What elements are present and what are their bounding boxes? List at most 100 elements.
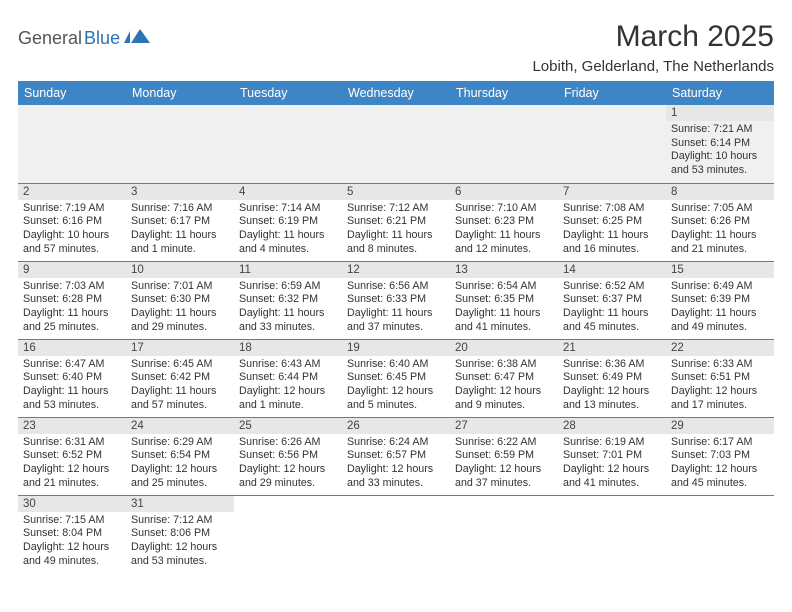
calendar-day-cell: 19Sunrise: 6:40 AMSunset: 6:45 PMDayligh… [342, 339, 450, 417]
day-number: 25 [234, 418, 342, 434]
day-number: 28 [558, 418, 666, 434]
logo-text-blue: Blue [84, 28, 120, 49]
calendar-day-cell: .. [450, 105, 558, 183]
day-details: Sunrise: 6:56 AMSunset: 6:33 PMDaylight:… [342, 278, 450, 339]
sunrise-text: Sunrise: 7:19 AM [23, 202, 121, 216]
sunset-text: Sunset: 6:37 PM [563, 293, 661, 307]
sunrise-text: Sunrise: 6:49 AM [671, 280, 769, 294]
calendar-week-row: ............1Sunrise: 7:21 AMSunset: 6:1… [18, 105, 774, 183]
calendar-day-cell: 15Sunrise: 6:49 AMSunset: 6:39 PMDayligh… [666, 261, 774, 339]
day-details: Sunrise: 6:47 AMSunset: 6:40 PMDaylight:… [18, 356, 126, 417]
sunrise-text: Sunrise: 6:22 AM [455, 436, 553, 450]
sunrise-text: Sunrise: 6:26 AM [239, 436, 337, 450]
daylight-text: Daylight: 10 hours and 53 minutes. [671, 150, 769, 177]
sunset-text: Sunset: 8:06 PM [131, 527, 229, 541]
daylight-text: Daylight: 12 hours and 21 minutes. [23, 463, 121, 490]
sunset-text: Sunset: 6:21 PM [347, 215, 445, 229]
weekday-header: Wednesday [342, 81, 450, 105]
day-details: Sunrise: 6:24 AMSunset: 6:57 PMDaylight:… [342, 434, 450, 495]
calendar-day-cell: 28Sunrise: 6:19 AMSunset: 7:01 PMDayligh… [558, 417, 666, 495]
calendar-day-cell: .. [234, 495, 342, 573]
calendar-day-cell: 7Sunrise: 7:08 AMSunset: 6:25 PMDaylight… [558, 183, 666, 261]
day-details: Sunrise: 7:05 AMSunset: 6:26 PMDaylight:… [666, 200, 774, 261]
sunset-text: Sunset: 6:33 PM [347, 293, 445, 307]
calendar-body: ............1Sunrise: 7:21 AMSunset: 6:1… [18, 105, 774, 573]
calendar-day-cell: 14Sunrise: 6:52 AMSunset: 6:37 PMDayligh… [558, 261, 666, 339]
calendar-day-cell: .. [450, 495, 558, 573]
calendar-day-cell: 16Sunrise: 6:47 AMSunset: 6:40 PMDayligh… [18, 339, 126, 417]
sunrise-text: Sunrise: 6:40 AM [347, 358, 445, 372]
day-number: 7 [558, 184, 666, 200]
day-number: 16 [18, 340, 126, 356]
daylight-text: Daylight: 12 hours and 5 minutes. [347, 385, 445, 412]
day-details: Sunrise: 6:59 AMSunset: 6:32 PMDaylight:… [234, 278, 342, 339]
sunset-text: Sunset: 6:45 PM [347, 371, 445, 385]
daylight-text: Daylight: 11 hours and 29 minutes. [131, 307, 229, 334]
calendar-day-cell: .. [342, 495, 450, 573]
day-number: 2 [18, 184, 126, 200]
sunrise-text: Sunrise: 6:54 AM [455, 280, 553, 294]
sunset-text: Sunset: 6:51 PM [671, 371, 769, 385]
daylight-text: Daylight: 11 hours and 1 minute. [131, 229, 229, 256]
day-details: Sunrise: 7:03 AMSunset: 6:28 PMDaylight:… [18, 278, 126, 339]
day-details: Sunrise: 6:29 AMSunset: 6:54 PMDaylight:… [126, 434, 234, 495]
calendar-day-cell: .. [234, 105, 342, 183]
daylight-text: Daylight: 12 hours and 13 minutes. [563, 385, 661, 412]
day-number: 11 [234, 262, 342, 278]
day-details: Sunrise: 6:19 AMSunset: 7:01 PMDaylight:… [558, 434, 666, 495]
calendar-day-cell: 10Sunrise: 7:01 AMSunset: 6:30 PMDayligh… [126, 261, 234, 339]
weekday-header: Monday [126, 81, 234, 105]
sunrise-text: Sunrise: 7:08 AM [563, 202, 661, 216]
day-number: 10 [126, 262, 234, 278]
daylight-text: Daylight: 12 hours and 49 minutes. [23, 541, 121, 568]
sunrise-text: Sunrise: 6:47 AM [23, 358, 121, 372]
day-details: Sunrise: 6:54 AMSunset: 6:35 PMDaylight:… [450, 278, 558, 339]
sunset-text: Sunset: 6:19 PM [239, 215, 337, 229]
sunrise-text: Sunrise: 7:03 AM [23, 280, 121, 294]
day-details: Sunrise: 6:45 AMSunset: 6:42 PMDaylight:… [126, 356, 234, 417]
sunset-text: Sunset: 6:52 PM [23, 449, 121, 463]
location-text: Lobith, Gelderland, The Netherlands [532, 58, 774, 75]
calendar-day-cell: 5Sunrise: 7:12 AMSunset: 6:21 PMDaylight… [342, 183, 450, 261]
day-number: 13 [450, 262, 558, 278]
calendar-day-cell: 8Sunrise: 7:05 AMSunset: 6:26 PMDaylight… [666, 183, 774, 261]
sunset-text: Sunset: 8:04 PM [23, 527, 121, 541]
day-details: Sunrise: 6:22 AMSunset: 6:59 PMDaylight:… [450, 434, 558, 495]
daylight-text: Daylight: 11 hours and 8 minutes. [347, 229, 445, 256]
day-number: 30 [18, 496, 126, 512]
calendar-day-cell: 20Sunrise: 6:38 AMSunset: 6:47 PMDayligh… [450, 339, 558, 417]
day-details: Sunrise: 7:08 AMSunset: 6:25 PMDaylight:… [558, 200, 666, 261]
day-number: 20 [450, 340, 558, 356]
calendar-day-cell: 3Sunrise: 7:16 AMSunset: 6:17 PMDaylight… [126, 183, 234, 261]
daylight-text: Daylight: 12 hours and 37 minutes. [455, 463, 553, 490]
calendar-day-cell: 18Sunrise: 6:43 AMSunset: 6:44 PMDayligh… [234, 339, 342, 417]
daylight-text: Daylight: 12 hours and 41 minutes. [563, 463, 661, 490]
daylight-text: Daylight: 12 hours and 29 minutes. [239, 463, 337, 490]
sunset-text: Sunset: 6:39 PM [671, 293, 769, 307]
calendar-day-cell: 27Sunrise: 6:22 AMSunset: 6:59 PMDayligh… [450, 417, 558, 495]
sunset-text: Sunset: 6:25 PM [563, 215, 661, 229]
day-number: 21 [558, 340, 666, 356]
day-number: 1 [666, 105, 774, 121]
day-details: Sunrise: 7:14 AMSunset: 6:19 PMDaylight:… [234, 200, 342, 261]
weekday-header: Sunday [18, 81, 126, 105]
day-details: Sunrise: 6:40 AMSunset: 6:45 PMDaylight:… [342, 356, 450, 417]
day-details: Sunrise: 6:49 AMSunset: 6:39 PMDaylight:… [666, 278, 774, 339]
calendar-day-cell: 24Sunrise: 6:29 AMSunset: 6:54 PMDayligh… [126, 417, 234, 495]
sunset-text: Sunset: 6:17 PM [131, 215, 229, 229]
day-number: 22 [666, 340, 774, 356]
daylight-text: Daylight: 11 hours and 37 minutes. [347, 307, 445, 334]
sunrise-text: Sunrise: 7:12 AM [347, 202, 445, 216]
day-details: Sunrise: 7:16 AMSunset: 6:17 PMDaylight:… [126, 200, 234, 261]
calendar-table: Sunday Monday Tuesday Wednesday Thursday… [18, 81, 774, 573]
day-details: Sunrise: 7:12 AMSunset: 6:21 PMDaylight:… [342, 200, 450, 261]
day-details: Sunrise: 7:01 AMSunset: 6:30 PMDaylight:… [126, 278, 234, 339]
sunset-text: Sunset: 6:26 PM [671, 215, 769, 229]
day-number: 29 [666, 418, 774, 434]
day-number: 8 [666, 184, 774, 200]
calendar-day-cell: 6Sunrise: 7:10 AMSunset: 6:23 PMDaylight… [450, 183, 558, 261]
sunrise-text: Sunrise: 7:10 AM [455, 202, 553, 216]
daylight-text: Daylight: 12 hours and 25 minutes. [131, 463, 229, 490]
calendar-day-cell: 26Sunrise: 6:24 AMSunset: 6:57 PMDayligh… [342, 417, 450, 495]
calendar-day-cell: 2Sunrise: 7:19 AMSunset: 6:16 PMDaylight… [18, 183, 126, 261]
